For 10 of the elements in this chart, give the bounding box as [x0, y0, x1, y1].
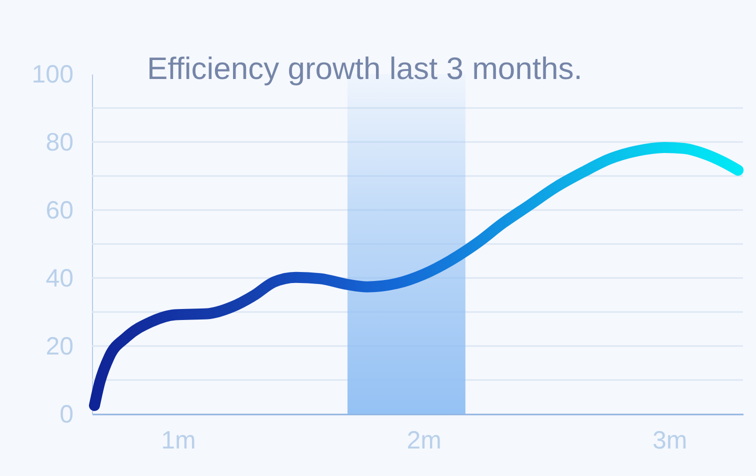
y-tick-label: 80: [46, 128, 74, 156]
y-tick-label: 20: [46, 332, 74, 360]
x-tick-label: 1m: [161, 426, 196, 454]
y-tick-label: 40: [46, 264, 74, 292]
y-tick-label: 100: [32, 60, 74, 88]
x-tick-label: 3m: [652, 426, 688, 454]
y-tick-label: 0: [60, 400, 74, 428]
x-tick-label: 2m: [406, 426, 442, 454]
y-tick-label: 60: [46, 196, 74, 224]
chart-title: Efficiency growth last 3 months.: [147, 51, 582, 86]
